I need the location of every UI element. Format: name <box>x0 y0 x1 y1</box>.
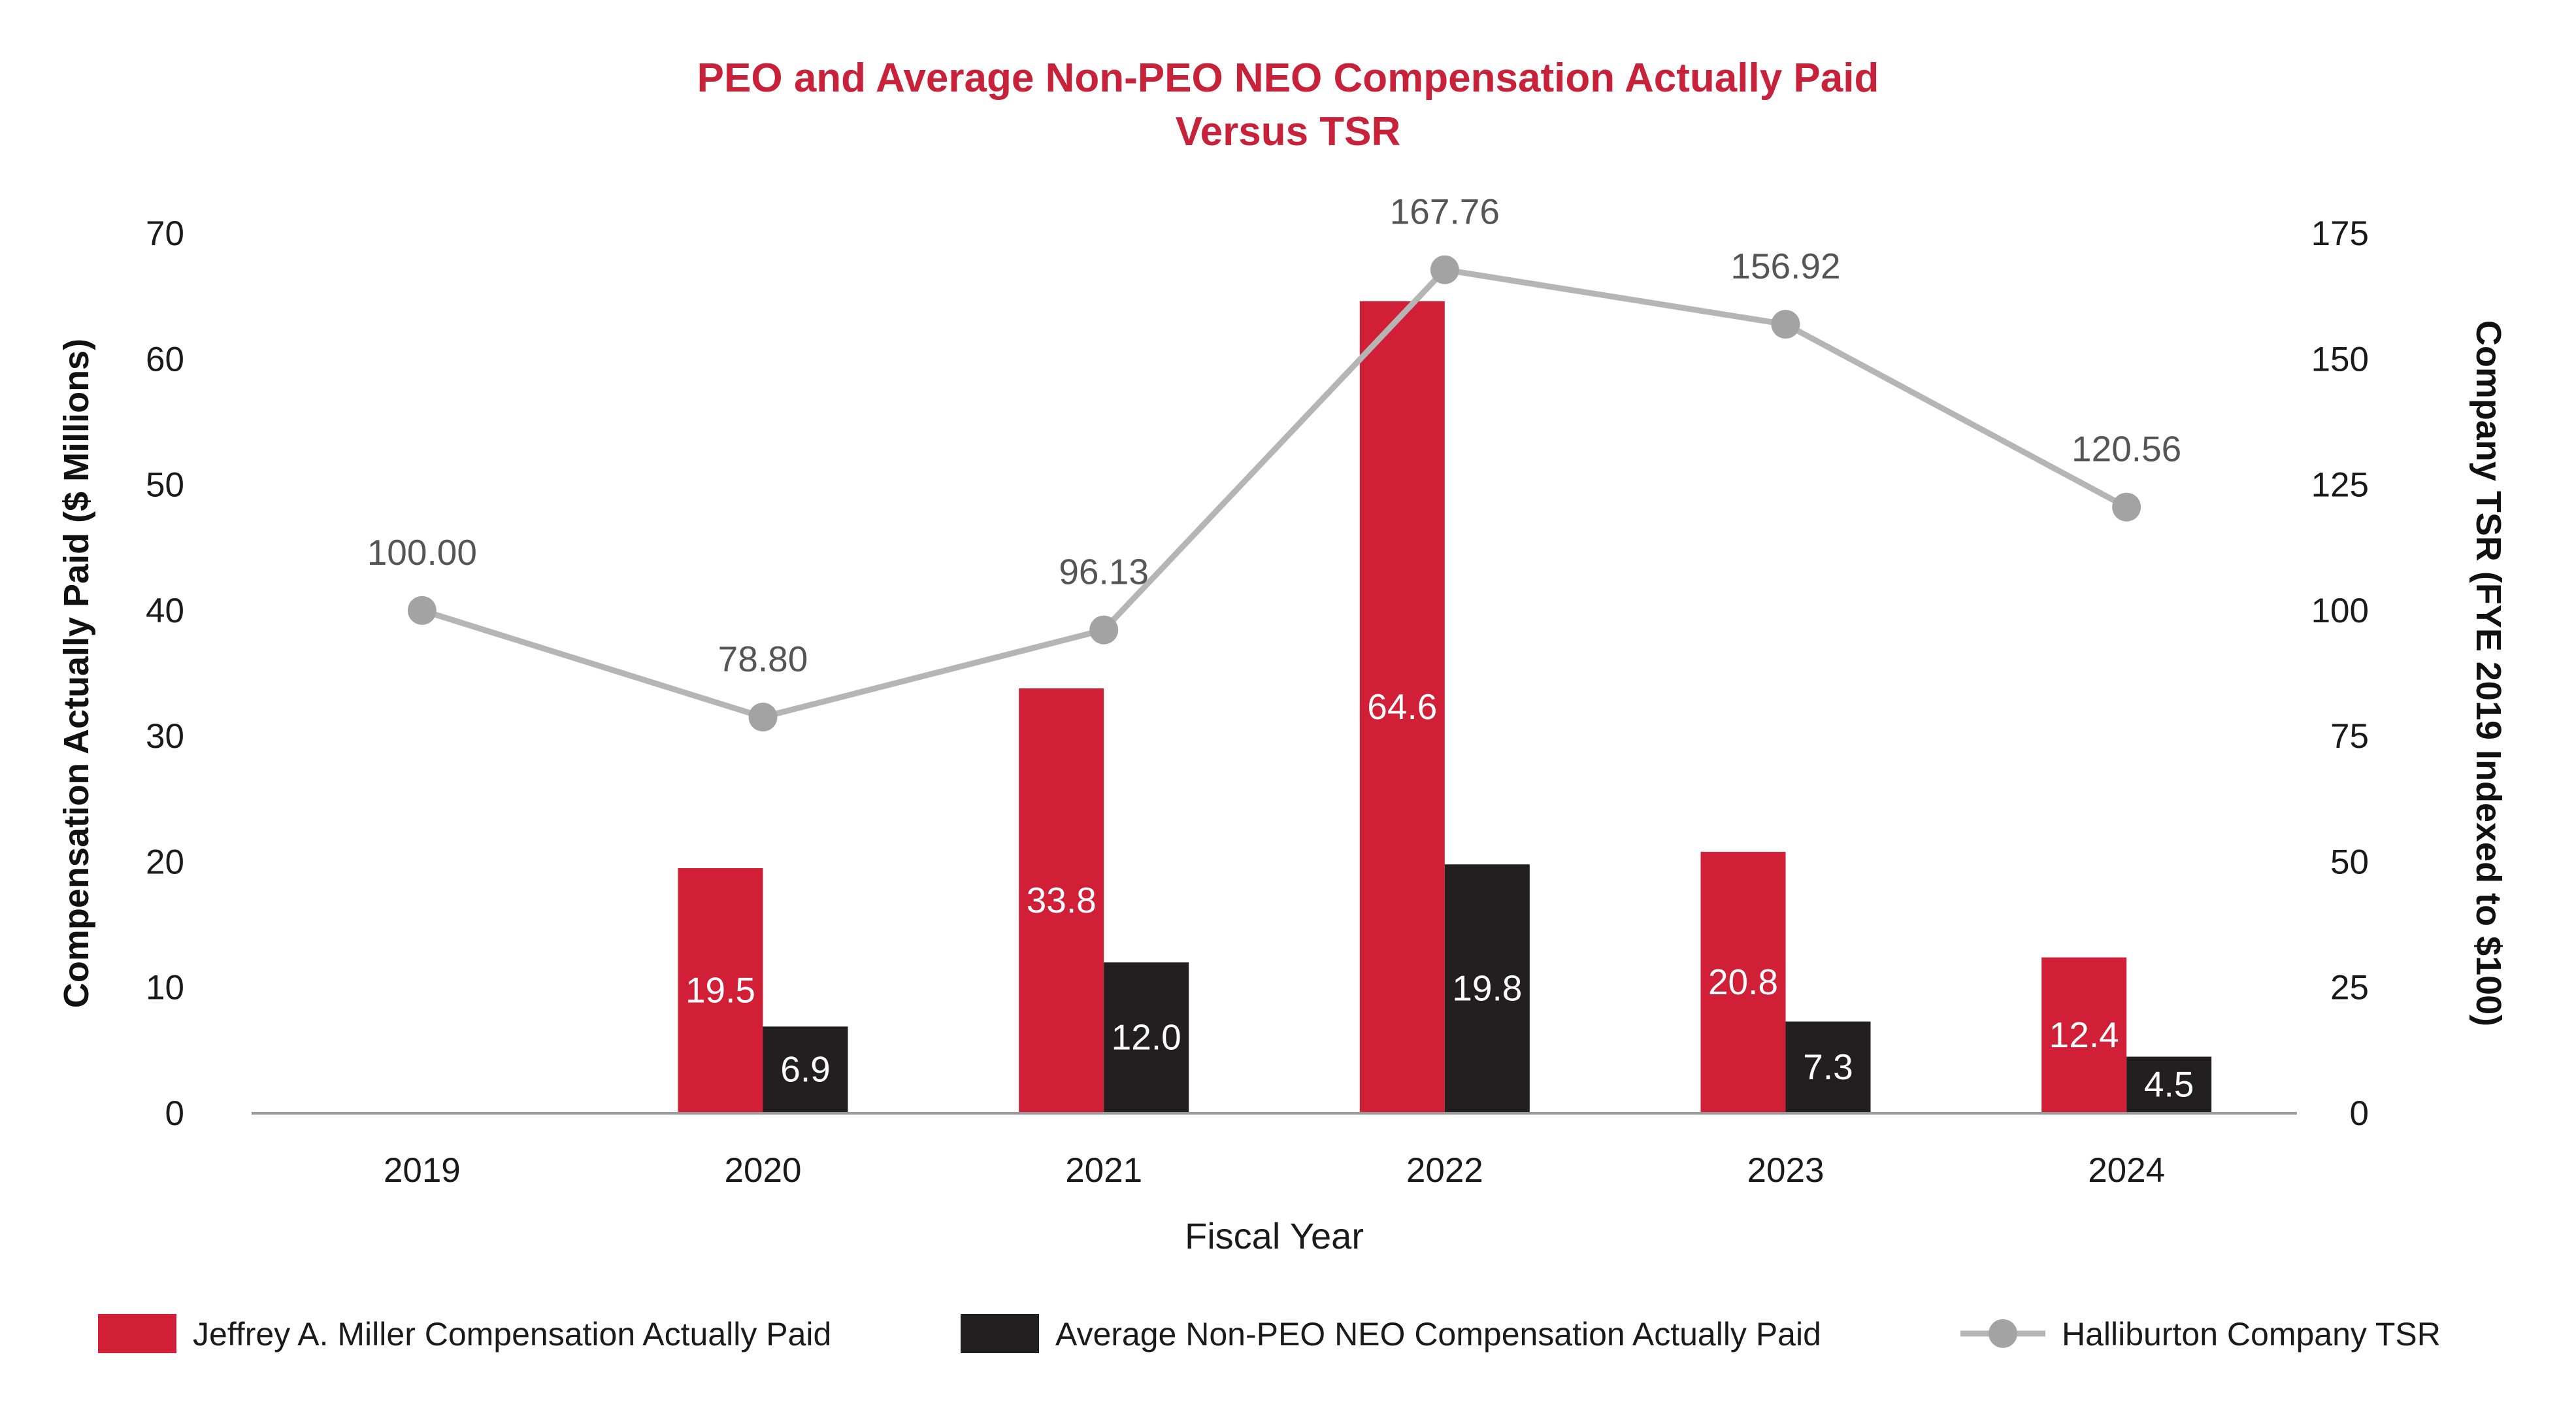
left-tick-label: 70 <box>146 214 184 253</box>
legend-tsr-swatch-dot <box>1989 1319 2017 1348</box>
legend-neo-swatch <box>961 1314 1039 1353</box>
chart-title-line-1: PEO and Average Non-PEO NEO Compensation… <box>697 56 1879 101</box>
neo-bar <box>1444 864 1530 1113</box>
tsr-series: 100.00 78.80 96.13 167.76 156.92 120.56 <box>367 192 2181 731</box>
right-axis-title: Company TSR (FYE 2019 Indexed to $100) <box>2469 320 2508 1026</box>
neo-bar <box>1785 1021 1871 1113</box>
legend-neo-label: Average Non-PEO NEO Compensation Actuall… <box>1055 1316 1821 1353</box>
left-tick-label: 60 <box>146 340 184 378</box>
neo-bar-label: 7.3 <box>1803 1047 1853 1087</box>
left-tick-label: 30 <box>146 717 184 756</box>
legend-peo-label: Jeffrey A. Miller Compensation Actually … <box>193 1316 831 1353</box>
peo-bar <box>2041 957 2127 1113</box>
neo-bar <box>2126 1056 2212 1113</box>
x-axis-ticks: 2019 2020 2021 2022 2023 2024 <box>384 1151 2165 1190</box>
legend-tsr-label: Halliburton Company TSR <box>2062 1316 2441 1353</box>
left-tick-label: 40 <box>146 592 184 630</box>
tsr-point <box>1771 310 1800 339</box>
tsr-point-label: 120.56 <box>2072 429 2181 469</box>
right-tick-label: 25 <box>2330 969 2369 1007</box>
peo-bar <box>678 868 763 1113</box>
left-axis-title: Compensation Actually Paid ($ Millions) <box>57 339 96 1008</box>
left-tick-label: 0 <box>165 1094 184 1133</box>
peo-bar-label: 19.5 <box>685 970 755 1011</box>
neo-bar-label: 6.9 <box>780 1049 830 1090</box>
tsr-point <box>2112 492 2141 522</box>
right-tick-label: 100 <box>2311 592 2369 630</box>
right-tick-label: 125 <box>2311 466 2369 505</box>
peo-bar <box>1359 301 1445 1114</box>
tsr-point-label: 167.76 <box>1390 192 1500 232</box>
x-tick-label: 2024 <box>2088 1151 2165 1190</box>
tsr-line <box>421 267 2128 720</box>
peo-bar-label: 20.8 <box>1708 962 1778 1002</box>
left-tick-label: 10 <box>146 969 184 1007</box>
neo-bar-label: 19.8 <box>1452 968 1522 1009</box>
bar-labels: 19.5 6.9 33.8 12.0 64.6 19.8 20.8 7.3 12.4 4.5 <box>685 686 2194 1105</box>
left-axis-ticks: 0 10 20 30 40 50 60 70 <box>146 214 184 1133</box>
tsr-point <box>1430 255 1459 284</box>
x-tick-label: 2022 <box>1406 1151 1483 1190</box>
tsr-point-label: 96.13 <box>1059 552 1149 592</box>
peo-bar-label: 64.6 <box>1367 686 1437 727</box>
tsr-point <box>407 596 437 625</box>
neo-bar-label: 12.0 <box>1112 1017 1181 1058</box>
x-axis-title: Fiscal Year <box>1185 1215 1364 1256</box>
legend-peo-swatch <box>98 1314 176 1353</box>
tsr-point-label: 78.80 <box>718 639 808 679</box>
chart-title-line-2: Versus TSR <box>1176 109 1401 154</box>
peo-bar-label: 33.8 <box>1027 880 1097 920</box>
right-tick-label: 0 <box>2350 1094 2369 1133</box>
neo-bar <box>763 1026 848 1113</box>
tsr-point <box>748 702 778 731</box>
x-tick-label: 2023 <box>1747 1151 1825 1190</box>
peo-bar-label: 12.4 <box>2049 1015 2119 1055</box>
left-tick-label: 50 <box>146 466 184 505</box>
x-tick-label: 2021 <box>1065 1151 1142 1190</box>
right-tick-label: 75 <box>2330 717 2369 756</box>
x-tick-label: 2019 <box>384 1151 461 1190</box>
right-tick-label: 50 <box>2330 843 2369 881</box>
x-tick-label: 2020 <box>725 1151 802 1190</box>
bars <box>678 301 2212 1114</box>
tsr-point <box>1089 615 1119 645</box>
peo-bar <box>1019 688 1104 1113</box>
tsr-point-label: 100.00 <box>367 532 477 573</box>
peo-bar <box>1700 852 1786 1113</box>
right-axis-ticks: 0 25 50 75 100 125 150 175 <box>2311 214 2369 1133</box>
tsr-point-label: 156.92 <box>1730 246 1840 286</box>
right-tick-label: 150 <box>2311 340 2369 378</box>
legend: Jeffrey A. Miller Compensation Actually … <box>98 1314 2441 1353</box>
neo-bar <box>1104 962 1189 1113</box>
left-tick-label: 20 <box>146 843 184 881</box>
neo-bar-label: 4.5 <box>2144 1064 2194 1105</box>
right-tick-label: 175 <box>2311 214 2369 253</box>
